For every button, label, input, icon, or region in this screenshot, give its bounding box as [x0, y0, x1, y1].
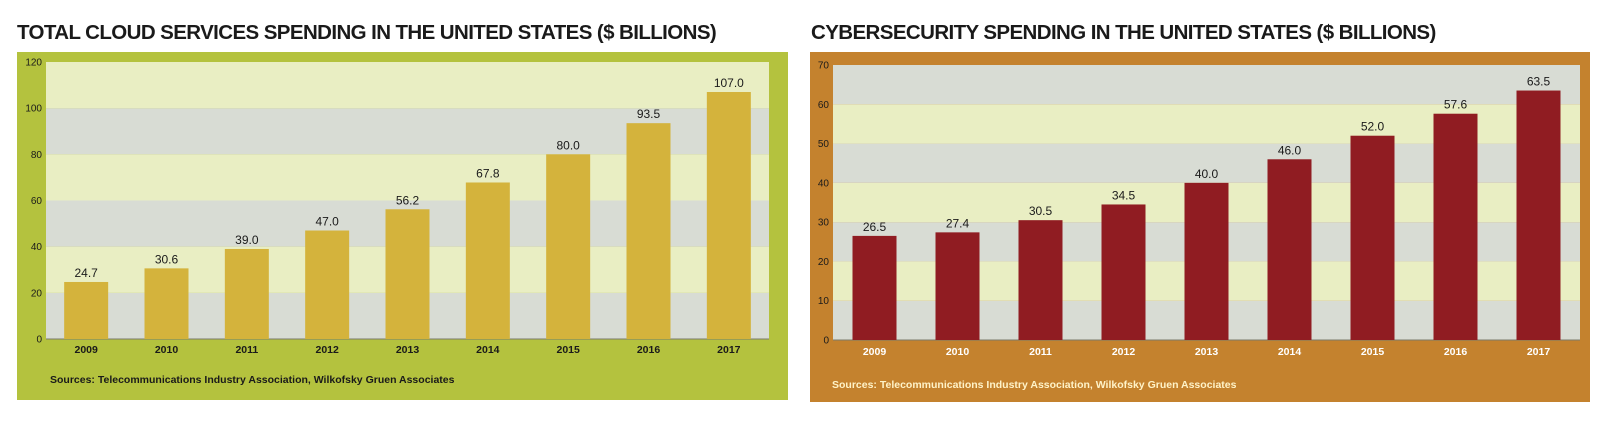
cloud-spending-panel: TOTAL CLOUD SERVICES SPENDING IN THE UNI… — [0, 0, 790, 423]
cybersecurity-bar-2014 — [1267, 159, 1312, 340]
cybersecurity-y-tick-label: 10 — [818, 296, 830, 307]
cybersecurity-y-tick-label: 40 — [818, 178, 830, 189]
cybersecurity-bar-2012 — [1101, 204, 1146, 340]
cybersecurity-x-tick-label-2014: 2014 — [1278, 346, 1302, 358]
cybersecurity-data-label-2016: 57.6 — [1444, 98, 1468, 112]
cloud-x-tick-label-2017: 2017 — [717, 344, 741, 356]
cloud-source-note: Sources: Telecommunications Industry Ass… — [50, 374, 455, 386]
cybersecurity-x-tick-label-2015: 2015 — [1361, 346, 1385, 358]
cybersecurity-data-label-2011: 30.5 — [1029, 204, 1053, 218]
cybersecurity-source-note: Sources: Telecommunications Industry Ass… — [832, 379, 1237, 391]
cloud-data-label-2012: 47.0 — [315, 215, 339, 229]
cybersecurity-bar-2013 — [1184, 182, 1229, 340]
cloud-bar-2016 — [626, 123, 671, 339]
cloud-x-tick-label-2009: 2009 — [74, 344, 98, 356]
cybersecurity-x-tick-label-2009: 2009 — [863, 346, 887, 358]
cybersecurity-bar-2009 — [852, 235, 897, 340]
cybersecurity-bar-2015 — [1350, 135, 1395, 340]
cybersecurity-data-label-2009: 26.5 — [863, 220, 887, 234]
cloud-x-tick-label-2016: 2016 — [637, 344, 661, 356]
cloud-data-label-2014: 67.8 — [476, 166, 500, 180]
cloud-bar-2014 — [465, 182, 510, 339]
cloud-chart-title: TOTAL CLOUD SERVICES SPENDING IN THE UNI… — [17, 21, 717, 44]
cloud-data-label-2015: 80.0 — [556, 138, 580, 152]
cybersecurity-y-tick-label: 0 — [823, 336, 829, 347]
cloud-y-tick-label: 120 — [25, 58, 42, 69]
cloud-x-tick-label-2013: 2013 — [396, 344, 420, 356]
cloud-data-label-2013: 56.2 — [396, 193, 420, 207]
cloud-y-tick-label: 40 — [31, 242, 43, 253]
cloud-x-tick-label-2015: 2015 — [556, 344, 580, 356]
cloud-data-label-2017: 107.0 — [714, 76, 744, 90]
cybersecurity-bar-2017 — [1516, 90, 1561, 341]
cloud-x-tick-label-2012: 2012 — [315, 344, 339, 356]
cloud-data-label-2011: 39.0 — [235, 233, 259, 247]
cybersecurity-data-label-2010: 27.4 — [946, 216, 970, 230]
cybersecurity-y-tick-label: 30 — [818, 218, 830, 229]
cloud-x-tick-label-2011: 2011 — [235, 344, 258, 356]
cloud-data-label-2016: 93.5 — [637, 107, 661, 121]
cybersecurity-x-tick-label-2013: 2013 — [1195, 346, 1219, 358]
cloud-y-tick-label: 100 — [25, 104, 42, 115]
cloud-x-tick-label-2010: 2010 — [155, 344, 179, 356]
cloud-y-tick-label: 60 — [31, 196, 43, 207]
cybersecurity-data-label-2013: 40.0 — [1195, 167, 1219, 181]
cybersecurity-spending-panel: CYBERSECURITY SPENDING IN THE UNITED STA… — [805, 0, 1600, 423]
cybersecurity-x-tick-label-2011: 2011 — [1029, 346, 1052, 358]
cybersecurity-data-label-2012: 34.5 — [1112, 188, 1136, 202]
cybersecurity-y-tick-label: 70 — [818, 61, 830, 72]
cloud-bar-2009 — [64, 281, 109, 339]
cloud-x-tick-label-2014: 2014 — [476, 344, 500, 356]
cloud-bar-2015 — [546, 154, 591, 339]
cloud-bar-2011 — [224, 248, 269, 339]
cybersecurity-chart: 0 10 20 30 40 50 60 70 26.5 2009 27.4 2010 30.5 2011 3… — [810, 52, 1590, 402]
cloud-bar-2013 — [385, 209, 430, 339]
cybersecurity-data-label-2015: 52.0 — [1361, 120, 1385, 134]
cybersecurity-bar-2016 — [1433, 113, 1478, 340]
cybersecurity-bar-2011 — [1018, 220, 1063, 340]
cybersecurity-chart-svg: 0 10 20 30 40 50 60 70 26.5 2009 27.4 2010 30.5 2011 3… — [810, 52, 1590, 402]
cybersecurity-x-tick-label-2010: 2010 — [946, 346, 970, 358]
cybersecurity-chart-title: CYBERSECURITY SPENDING IN THE UNITED STA… — [811, 21, 1436, 44]
cloud-chart-svg: 0 20 40 60 80 100 120 24.7 2009 30.6 2010 39.0 2011 4… — [17, 52, 788, 400]
cybersecurity-x-tick-label-2012: 2012 — [1112, 346, 1136, 358]
cybersecurity-y-tick-label: 20 — [818, 257, 830, 268]
cybersecurity-grid-band — [833, 65, 1580, 105]
cloud-y-tick-label: 80 — [31, 150, 43, 161]
cloud-y-tick-label: 0 — [36, 335, 42, 346]
cloud-bar-2012 — [305, 230, 350, 339]
cloud-data-label-2010: 30.6 — [155, 252, 179, 266]
cloud-grid-band — [46, 62, 769, 109]
cloud-y-tick-label: 20 — [31, 288, 43, 299]
cybersecurity-bar-2010 — [935, 232, 980, 340]
cybersecurity-data-label-2017: 63.5 — [1527, 75, 1551, 89]
cloud-bar-2017 — [706, 92, 751, 339]
cloud-bar-2010 — [144, 268, 189, 339]
cybersecurity-data-label-2014: 46.0 — [1278, 143, 1302, 157]
cybersecurity-x-tick-label-2016: 2016 — [1444, 346, 1468, 358]
cloud-chart: 0 20 40 60 80 100 120 24.7 2009 30.6 2010 39.0 2011 4… — [17, 52, 788, 400]
cybersecurity-y-tick-label: 50 — [818, 139, 830, 150]
cybersecurity-x-tick-label-2017: 2017 — [1527, 346, 1551, 358]
cloud-data-label-2009: 24.7 — [74, 266, 98, 280]
cybersecurity-y-tick-label: 60 — [818, 100, 830, 111]
